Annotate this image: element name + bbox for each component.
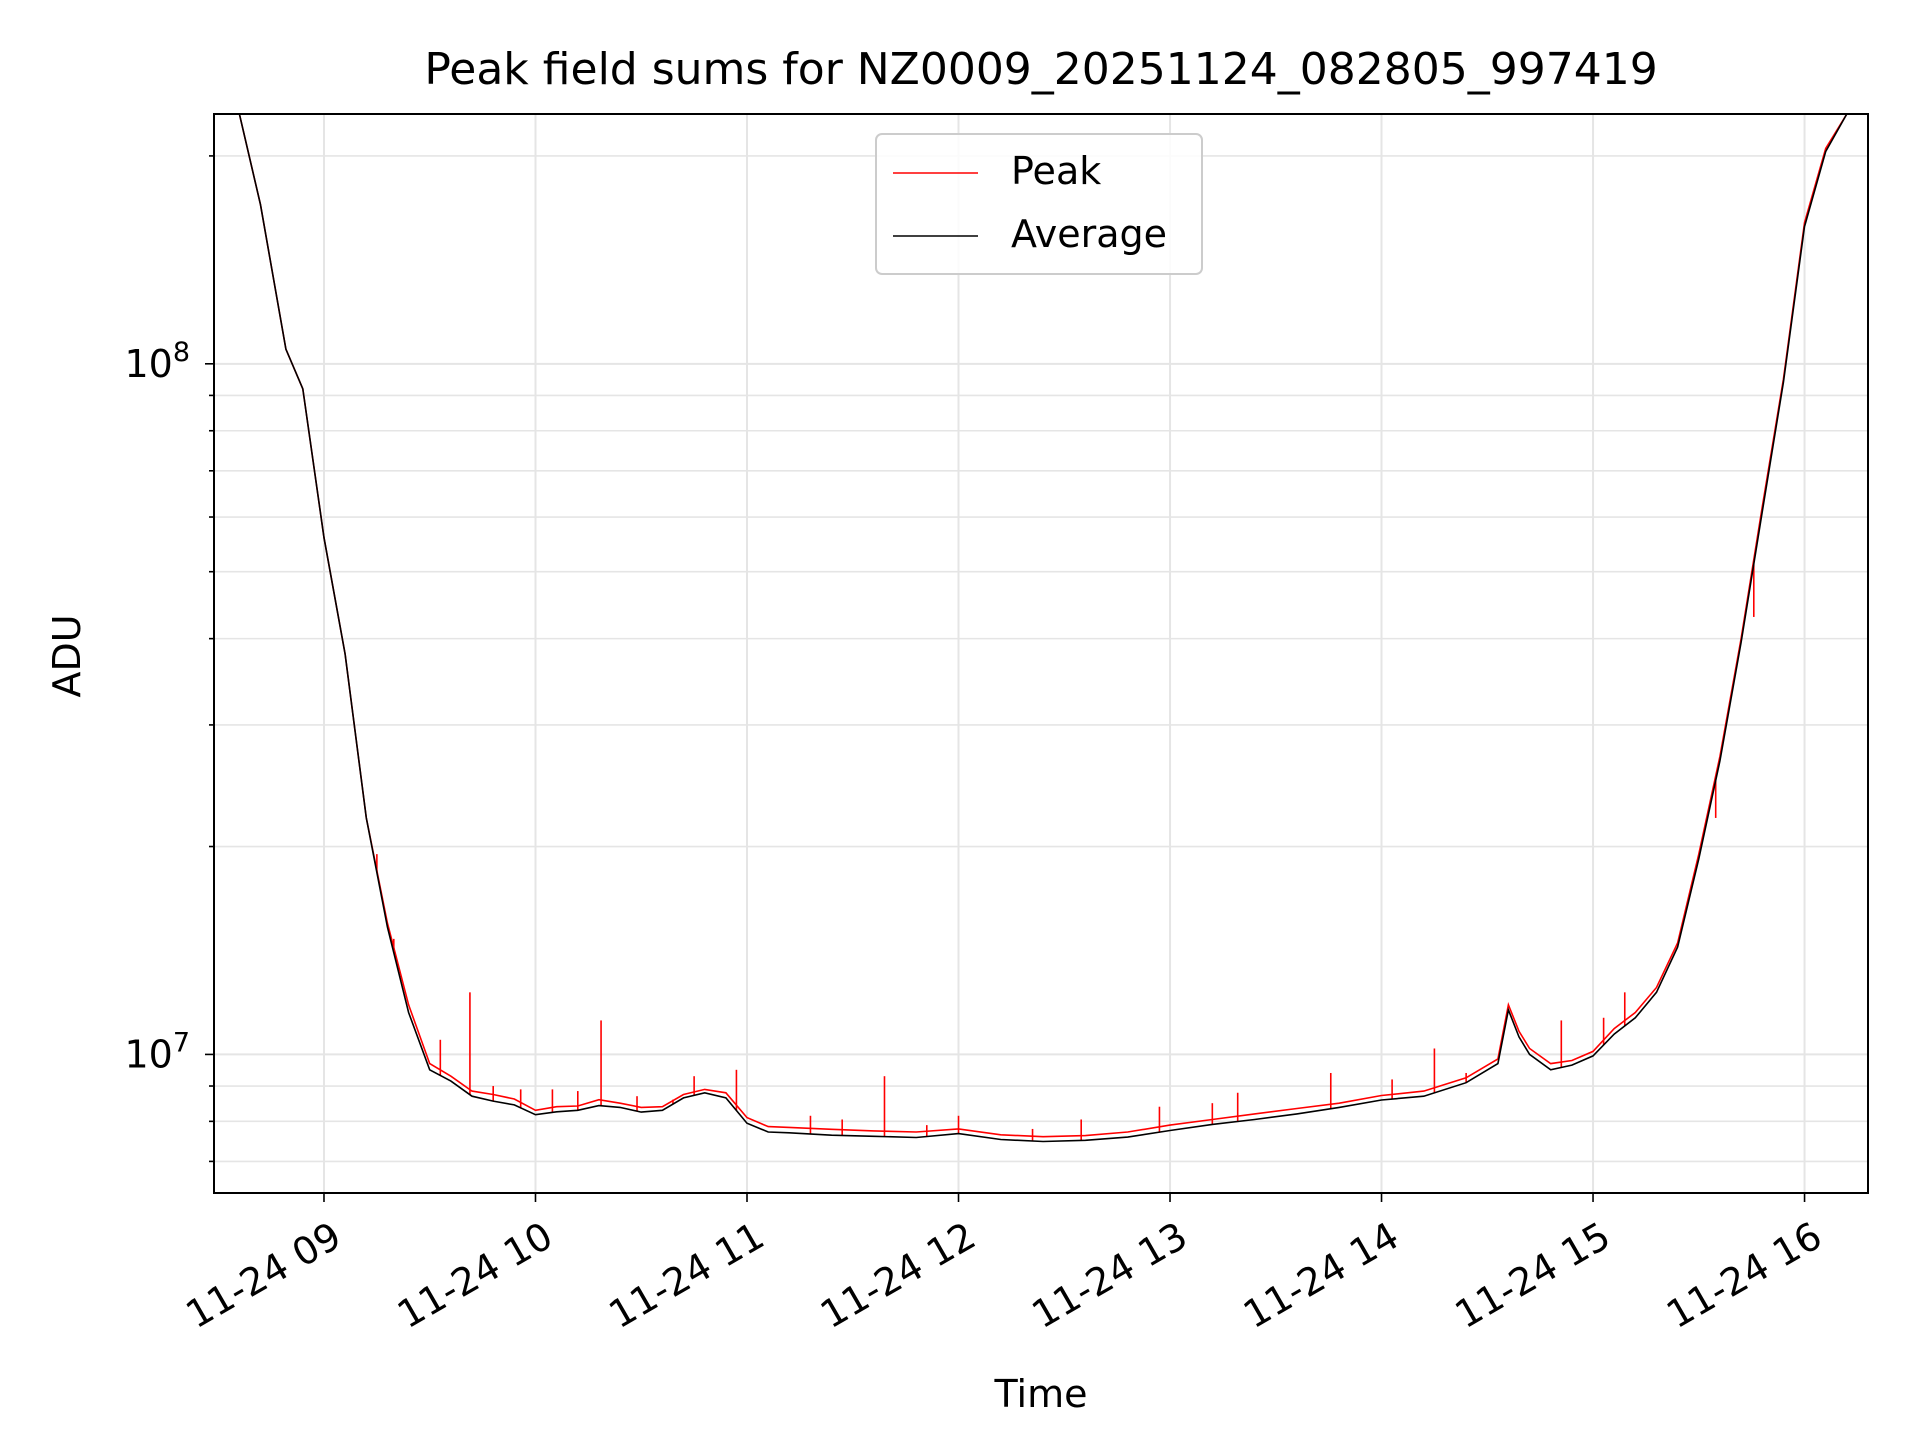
y-tick-label-exponent: 7	[173, 1027, 190, 1058]
chart-title: Peak field sums for NZ0009_20251124_0828…	[424, 44, 1657, 95]
y-tick-label-base: 10	[124, 342, 172, 386]
grid	[214, 114, 1868, 1193]
plot-frame	[213, 113, 1869, 1194]
y-tick-label-base: 10	[124, 1032, 172, 1076]
y-axis-label: ADU	[45, 614, 89, 697]
y-tick-label: 107	[124, 1027, 190, 1076]
legend-box	[875, 133, 1203, 275]
x-axis-label: Time	[994, 1372, 1088, 1416]
series-line-average	[214, 113, 1868, 1143]
legend-label-peak: Peak	[1011, 149, 1101, 193]
legend-label-average: Average	[1011, 212, 1167, 256]
y-tick-label: 108	[124, 337, 190, 386]
series-layer	[214, 113, 1868, 1143]
y-tick-label-exponent: 8	[173, 337, 190, 368]
legend: Peak Average	[875, 133, 1203, 275]
